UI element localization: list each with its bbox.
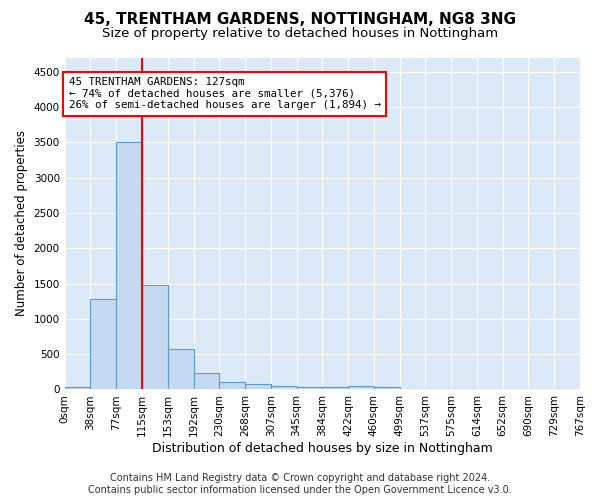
Text: 45 TRENTHAM GARDENS: 127sqm
← 74% of detached houses are smaller (5,376)
26% of : 45 TRENTHAM GARDENS: 127sqm ← 74% of det…: [68, 78, 380, 110]
Text: Contains HM Land Registry data © Crown copyright and database right 2024.
Contai: Contains HM Land Registry data © Crown c…: [88, 474, 512, 495]
Text: Size of property relative to detached houses in Nottingham: Size of property relative to detached ho…: [102, 28, 498, 40]
Y-axis label: Number of detached properties: Number of detached properties: [15, 130, 28, 316]
Bar: [168, 349, 193, 390]
Bar: [142, 285, 168, 390]
Bar: [348, 386, 374, 390]
Bar: [91, 299, 116, 390]
Bar: [219, 382, 245, 390]
Bar: [322, 388, 348, 390]
Text: 45, TRENTHAM GARDENS, NOTTINGHAM, NG8 3NG: 45, TRENTHAM GARDENS, NOTTINGHAM, NG8 3N…: [84, 12, 516, 28]
Bar: [271, 386, 296, 390]
Bar: [193, 372, 219, 390]
Bar: [116, 142, 142, 390]
Bar: [245, 384, 271, 390]
Bar: [374, 388, 400, 390]
X-axis label: Distribution of detached houses by size in Nottingham: Distribution of detached houses by size …: [152, 442, 493, 455]
Bar: [65, 388, 91, 390]
Bar: [296, 388, 322, 390]
